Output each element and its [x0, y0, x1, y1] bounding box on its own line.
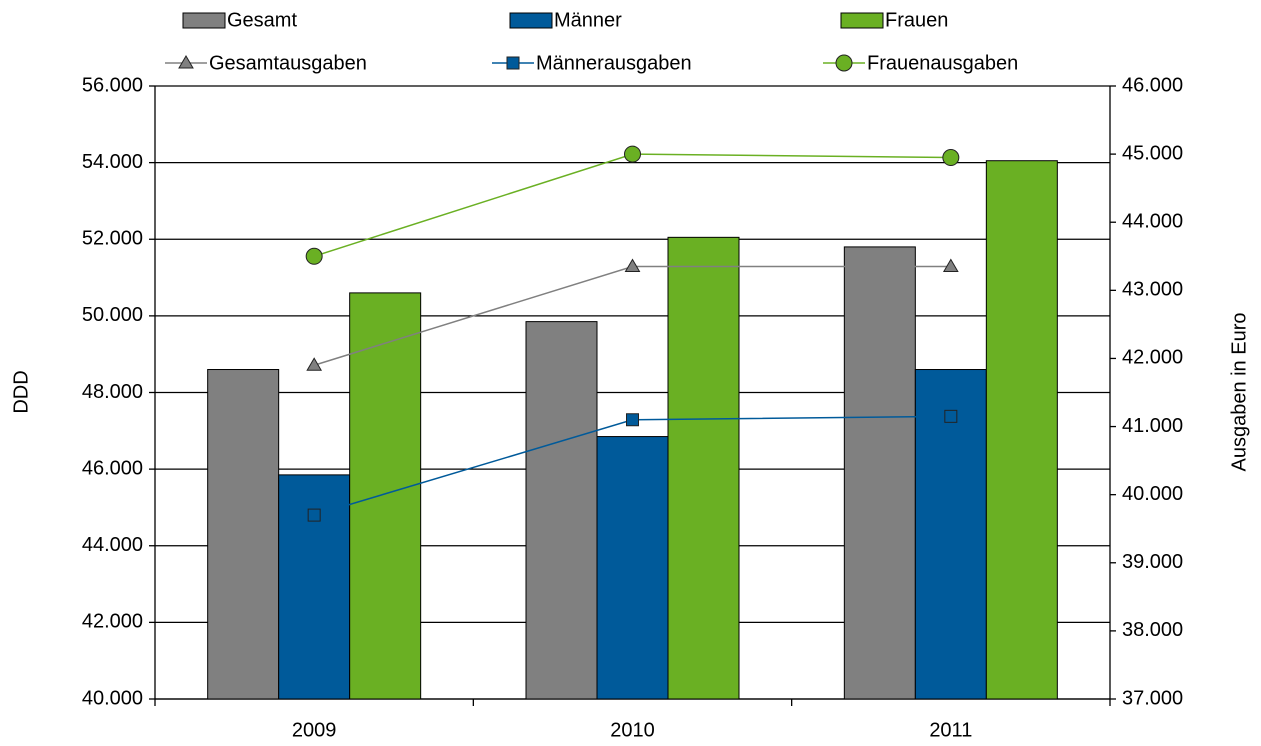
- line-marker: [306, 357, 323, 371]
- bar: [914, 369, 987, 700]
- y-tick-label: 52.000: [82, 228, 143, 250]
- y-tick-label: 48.000: [82, 381, 143, 403]
- legend-marker: [835, 54, 853, 72]
- y2-tick-label: 40.000: [1122, 483, 1183, 505]
- legend-swatch: [182, 12, 226, 29]
- y2-tick-label: 38.000: [1122, 619, 1183, 641]
- line: [313, 153, 951, 257]
- line-marker: [307, 508, 321, 522]
- legend-label: Männerausgaben: [536, 52, 692, 74]
- legend-label: Frauenausgaben: [867, 52, 1018, 74]
- y2-tick-label: 43.000: [1122, 279, 1183, 301]
- legend-swatch: [840, 12, 884, 29]
- y2-tick-label: 44.000: [1122, 211, 1183, 233]
- y-tick-label: 46.000: [82, 457, 143, 479]
- bar: [667, 236, 740, 700]
- bar: [843, 246, 916, 700]
- y-tick-label: 42.000: [82, 611, 143, 633]
- legend-marker: [506, 56, 520, 70]
- x-tick-label: 2011: [929, 719, 972, 741]
- line-marker: [626, 413, 639, 427]
- x-tick-label: 2009: [292, 719, 337, 741]
- legend-label: Gesamtausgaben: [209, 52, 367, 74]
- bar: [278, 474, 351, 700]
- x-tick-label: 2010: [610, 719, 655, 741]
- line-marker: [624, 145, 641, 163]
- bar: [985, 160, 1058, 700]
- bar: [207, 369, 280, 700]
- y2-tick-label: 42.000: [1122, 347, 1183, 369]
- y2-tick-label: 45.000: [1122, 142, 1183, 164]
- y2-axis-title: Ausgaben in Euro: [1228, 312, 1250, 471]
- y2-tick-label: 41.000: [1122, 415, 1183, 437]
- y-tick-label: 54.000: [82, 151, 143, 173]
- line-marker: [942, 149, 960, 167]
- bar: [349, 292, 422, 700]
- y-tick-label: 44.000: [82, 534, 143, 556]
- line-marker: [305, 247, 323, 265]
- y-tick-label: 50.000: [82, 304, 143, 326]
- y2-tick-label: 37.000: [1122, 687, 1183, 709]
- y-axis-title: DDD: [10, 370, 32, 413]
- legend-swatch: [509, 12, 553, 29]
- line-marker: [624, 258, 641, 272]
- line-marker: [944, 409, 958, 423]
- y2-tick-label: 46.000: [1122, 74, 1183, 96]
- bar: [596, 436, 669, 700]
- y-tick-label: 56.000: [82, 74, 143, 96]
- y-tick-label: 40.000: [82, 687, 143, 709]
- legend-label: Gesamt: [227, 9, 297, 31]
- y2-tick-label: 39.000: [1122, 551, 1183, 573]
- line-marker: [942, 258, 959, 272]
- legend-label: Frauen: [885, 9, 948, 31]
- bar: [525, 321, 598, 700]
- legend-label: Männer: [554, 9, 622, 31]
- legend-marker: [178, 55, 194, 69]
